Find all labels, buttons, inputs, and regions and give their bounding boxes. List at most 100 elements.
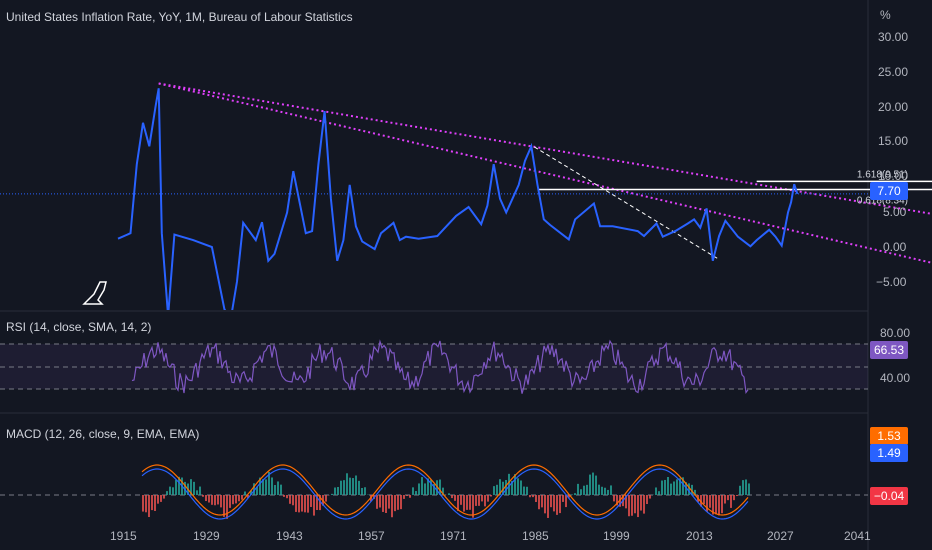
macd-histogram-bar [337,487,339,495]
macd-histogram-bar [580,489,582,495]
macd-histogram-bar [526,487,528,495]
macd-histogram-bar [670,484,672,495]
macd-histogram-bar [514,474,516,495]
macd-histogram-bar [466,495,468,510]
macd-title[interactable]: MACD (12, 26, close, 9, EMA, EMA) [6,427,199,441]
macd-histogram-bar [718,495,720,515]
macd-histogram-bar [454,495,456,501]
macd-histogram-bar [307,495,309,513]
macd-histogram-bar [409,495,411,498]
macd-histogram-bar [547,495,549,518]
chart-title: United States Inflation Rate, YoY, 1M, B… [6,10,353,24]
macd-histogram-bar [592,473,594,495]
macd-histogram-bar [265,479,267,495]
macd-histogram-bar [214,495,216,505]
macd-histogram-bar [313,495,315,516]
time-tick: 2041 [844,529,871,543]
macd-histogram-bar [208,495,210,503]
macd-histogram-bar [298,495,300,512]
macd-histogram-bar [238,495,240,501]
macd-histogram-bar [301,495,303,512]
time-tick: 1957 [358,529,385,543]
macd-histogram-bar [277,481,279,495]
macd-histogram-bar [574,493,576,495]
macd-histogram-bar [346,473,348,495]
macd-histogram-bar [658,491,660,495]
macd-histogram-bar [382,495,384,512]
macd-histogram-bar [310,495,312,507]
macd-histogram-bar [688,483,690,495]
macd-histogram-bar [358,481,360,495]
macd-histogram-bar [145,495,147,512]
macd-histogram-bar [478,495,480,506]
macd-histogram-bar [412,487,414,495]
macd-histogram-bar [211,495,213,505]
macd-histogram-bar [157,495,159,504]
time-tick: 1985 [522,529,549,543]
time-tick: 1915 [110,529,137,543]
macd-histogram-bar [220,495,222,507]
macd-histogram-bar [229,495,231,508]
macd-histogram-bar [709,495,711,508]
macd-histogram-bar [475,495,477,506]
macd-histogram-bar [340,481,342,495]
macd-histogram-bar [565,495,567,507]
macd-histogram-bar [415,491,417,495]
macd-histogram-bar [199,487,201,495]
macd-histogram-bar [703,495,705,504]
macd-histogram-bar [493,486,495,495]
macd-histogram-bar [394,495,396,511]
macd-histogram-bar [655,487,657,495]
macd-histogram-bar [748,483,750,495]
macd-histogram-bar [739,486,741,495]
macd-histogram-bar [634,495,636,513]
macd-histogram-bar [637,495,639,517]
macd-histogram-bar [463,495,465,512]
macd-histogram-bar [406,495,408,496]
macd-histogram-bar [304,495,306,512]
rsi-title[interactable]: RSI (14, close, SMA, 14, 2) [6,320,151,334]
macd-histogram-bar [280,485,282,495]
time-tick: 1929 [193,529,220,543]
macd-histogram-bar [649,495,651,499]
macd-histogram-bar [289,495,291,504]
macd-histogram-bar [523,487,525,495]
signal-line [142,469,748,519]
macd-histogram-bar [385,495,387,513]
price-tick: 5.00 [883,205,906,219]
macd-histogram-bar [589,475,591,495]
macd-histogram-bar [730,495,732,508]
macd-histogram-bar [196,490,198,495]
macd-histogram-bar [175,480,177,495]
macd-histogram-bar [721,495,723,513]
macd-histogram-bar [583,486,585,495]
macd-histogram-bar [676,479,678,495]
time-tick: 1999 [603,529,630,543]
macd-histogram-bar [193,482,195,495]
macd-histogram-bar [508,474,510,495]
macd-histogram-bar [448,493,450,495]
macd-histogram-bar [559,495,561,513]
macd-histogram-bar [403,495,405,499]
macd-histogram-bar [169,487,171,495]
fib-baseline [534,147,719,259]
macd-histogram-bar [271,477,273,495]
macd-histogram-bar [400,495,402,509]
macd-histogram-bar [733,495,735,500]
macd-histogram-bar [379,495,381,507]
inflation-line [118,88,797,319]
macd-histogram-bar [325,495,327,502]
price-tick: 20.00 [878,100,908,114]
macd-histogram-bar [745,479,747,495]
macd-histogram-bar [352,478,354,495]
macd-histogram-bar [727,495,729,500]
macd-histogram-bar [142,495,144,512]
macd-histogram-bar [496,485,498,495]
price-tick: 0.00 [883,240,906,254]
macd-histogram-bar [421,477,423,495]
macd-histogram-bar [643,495,645,514]
macd-histogram-bar [661,481,663,495]
macd-histogram-bar [532,495,534,497]
macd-histogram-bar [334,488,336,495]
